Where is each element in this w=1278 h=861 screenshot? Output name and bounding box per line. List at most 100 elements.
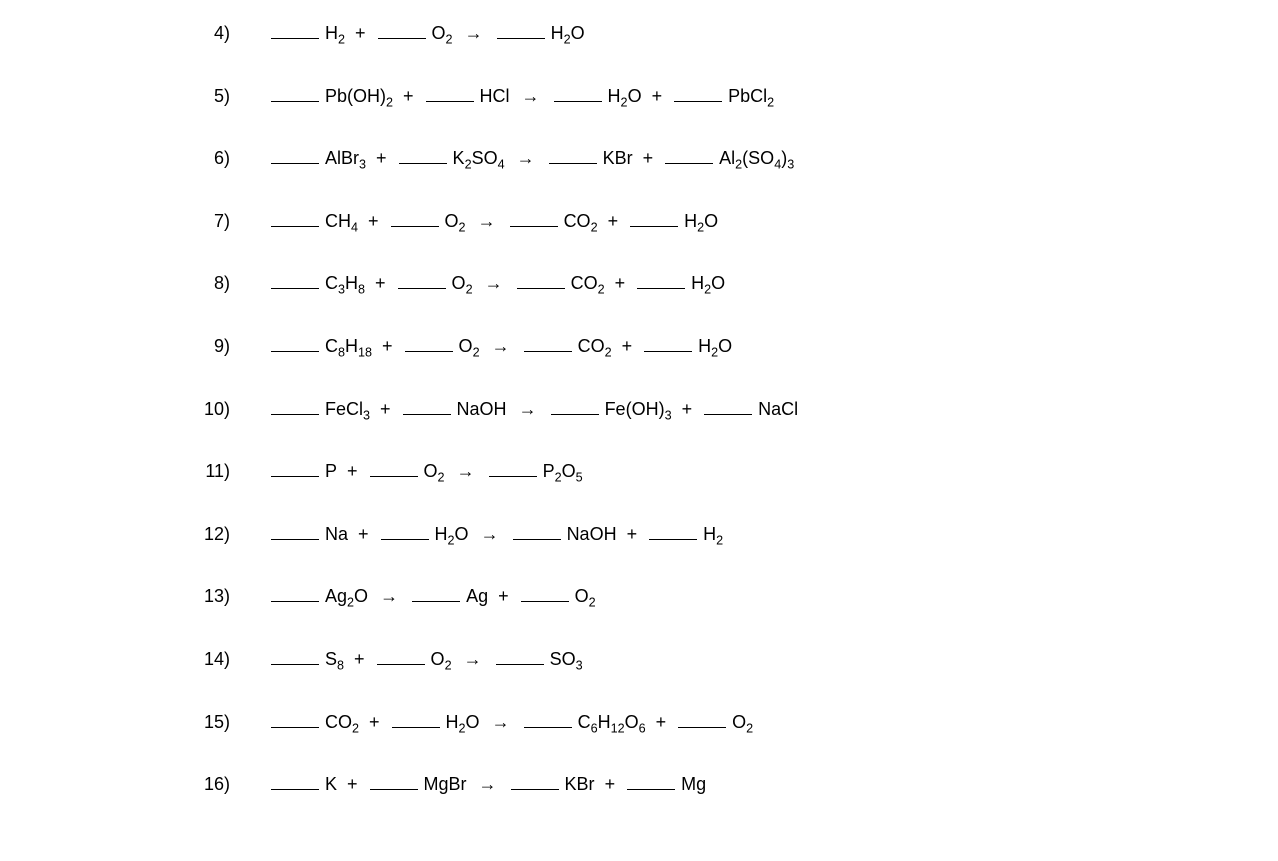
coefficient-blank[interactable] — [381, 521, 429, 540]
coefficient-blank[interactable] — [370, 458, 418, 477]
chemical-formula: CO2 — [578, 336, 612, 360]
equation-row: 16)K+MgBr→KBr+Mg — [0, 771, 1278, 795]
plus-sign: + — [605, 774, 616, 795]
coefficient-blank[interactable] — [399, 145, 447, 164]
coefficient-blank[interactable] — [524, 709, 572, 728]
arrow-icon: → — [457, 461, 475, 482]
plus-sign: + — [369, 712, 380, 733]
coefficient-blank[interactable] — [391, 208, 439, 227]
coefficient-blank[interactable] — [524, 333, 572, 352]
chemical-formula: CO2 — [325, 712, 359, 736]
coefficient-blank[interactable] — [271, 771, 319, 790]
chemical-formula: AlBr3 — [325, 148, 366, 172]
coefficient-blank[interactable] — [704, 396, 752, 415]
chemical-formula: Mg — [681, 774, 706, 795]
chemical-formula: H2O — [435, 524, 469, 548]
coefficient-blank[interactable] — [637, 270, 685, 289]
chemical-formula: H2O — [698, 336, 732, 360]
equation-body: CH4+O2→CO2+H2O — [265, 208, 722, 235]
coefficient-blank[interactable] — [392, 709, 440, 728]
coefficient-blank[interactable] — [426, 83, 474, 102]
chemical-formula: NaOH — [567, 524, 617, 545]
plus-sign: + — [358, 524, 369, 545]
coefficient-blank[interactable] — [554, 83, 602, 102]
chemical-formula: H2O — [608, 86, 642, 110]
coefficient-blank[interactable] — [403, 396, 451, 415]
chemical-formula: MgBr — [424, 774, 467, 795]
chemical-formula: Ag — [466, 586, 488, 607]
equation-body: P+O2→P2O5 — [265, 458, 587, 485]
coefficient-blank[interactable] — [497, 20, 545, 39]
coefficient-blank[interactable] — [510, 208, 558, 227]
plus-sign: + — [652, 86, 663, 107]
chemical-formula: PbCl2 — [728, 86, 774, 110]
chemical-formula: CO2 — [564, 211, 598, 235]
coefficient-blank[interactable] — [513, 521, 561, 540]
plus-sign: + — [403, 86, 414, 107]
coefficient-blank[interactable] — [271, 145, 319, 164]
coefficient-blank[interactable] — [271, 521, 319, 540]
chemical-formula: Na — [325, 524, 348, 545]
plus-sign: + — [368, 211, 379, 232]
coefficient-blank[interactable] — [271, 333, 319, 352]
coefficient-blank[interactable] — [370, 771, 418, 790]
coefficient-blank[interactable] — [665, 145, 713, 164]
equation-body: FeCl3+NaOH→Fe(OH)3+NaCl — [265, 396, 802, 423]
chemical-formula: KBr — [565, 774, 595, 795]
coefficient-blank[interactable] — [489, 458, 537, 477]
plus-sign: + — [615, 273, 626, 294]
coefficient-blank[interactable] — [271, 583, 319, 602]
plus-sign: + — [347, 774, 358, 795]
coefficient-blank[interactable] — [271, 270, 319, 289]
coefficient-blank[interactable] — [412, 583, 460, 602]
chemical-formula: O2 — [459, 336, 480, 360]
chemical-formula: O2 — [432, 23, 453, 47]
chemical-formula: NaOH — [457, 399, 507, 420]
equation-row: 15)CO2+H2O→C6H12O6+O2 — [0, 709, 1278, 736]
coefficient-blank[interactable] — [521, 583, 569, 602]
chemical-formula: SO3 — [550, 649, 583, 673]
coefficient-blank[interactable] — [271, 208, 319, 227]
coefficient-blank[interactable] — [405, 333, 453, 352]
coefficient-blank[interactable] — [271, 646, 319, 665]
equation-number: 5) — [170, 86, 265, 107]
arrow-icon: → — [380, 586, 398, 607]
arrow-icon: → — [464, 649, 482, 670]
chemical-formula: HCl — [480, 86, 510, 107]
chemical-formula: H2O — [691, 273, 725, 297]
coefficient-blank[interactable] — [674, 83, 722, 102]
plus-sign: + — [355, 23, 366, 44]
coefficient-blank[interactable] — [630, 208, 678, 227]
equation-number: 9) — [170, 336, 265, 357]
equation-body: K+MgBr→KBr+Mg — [265, 771, 710, 795]
coefficient-blank[interactable] — [271, 83, 319, 102]
coefficient-blank[interactable] — [511, 771, 559, 790]
coefficient-blank[interactable] — [271, 20, 319, 39]
coefficient-blank[interactable] — [551, 396, 599, 415]
arrow-icon: → — [492, 712, 510, 733]
coefficient-blank[interactable] — [549, 145, 597, 164]
coefficient-blank[interactable] — [271, 709, 319, 728]
coefficient-blank[interactable] — [649, 521, 697, 540]
plus-sign: + — [656, 712, 667, 733]
plus-sign: + — [498, 586, 509, 607]
coefficient-blank[interactable] — [644, 333, 692, 352]
equation-number: 4) — [170, 23, 265, 44]
coefficient-blank[interactable] — [517, 270, 565, 289]
equation-body: C3H8+O2→CO2+H2O — [265, 270, 729, 297]
equation-number: 12) — [170, 524, 265, 545]
coefficient-blank[interactable] — [398, 270, 446, 289]
chemical-formula: KBr — [603, 148, 633, 169]
coefficient-blank[interactable] — [378, 20, 426, 39]
equation-body: CO2+H2O→C6H12O6+O2 — [265, 709, 757, 736]
coefficient-blank[interactable] — [271, 458, 319, 477]
chemical-formula: FeCl3 — [325, 399, 370, 423]
coefficient-blank[interactable] — [496, 646, 544, 665]
chemical-formula: K2SO4 — [453, 148, 505, 172]
coefficient-blank[interactable] — [271, 396, 319, 415]
equation-row: 11)P+O2→P2O5 — [0, 458, 1278, 485]
coefficient-blank[interactable] — [377, 646, 425, 665]
coefficient-blank[interactable] — [678, 709, 726, 728]
coefficient-blank[interactable] — [627, 771, 675, 790]
chemical-formula: P — [325, 461, 337, 482]
